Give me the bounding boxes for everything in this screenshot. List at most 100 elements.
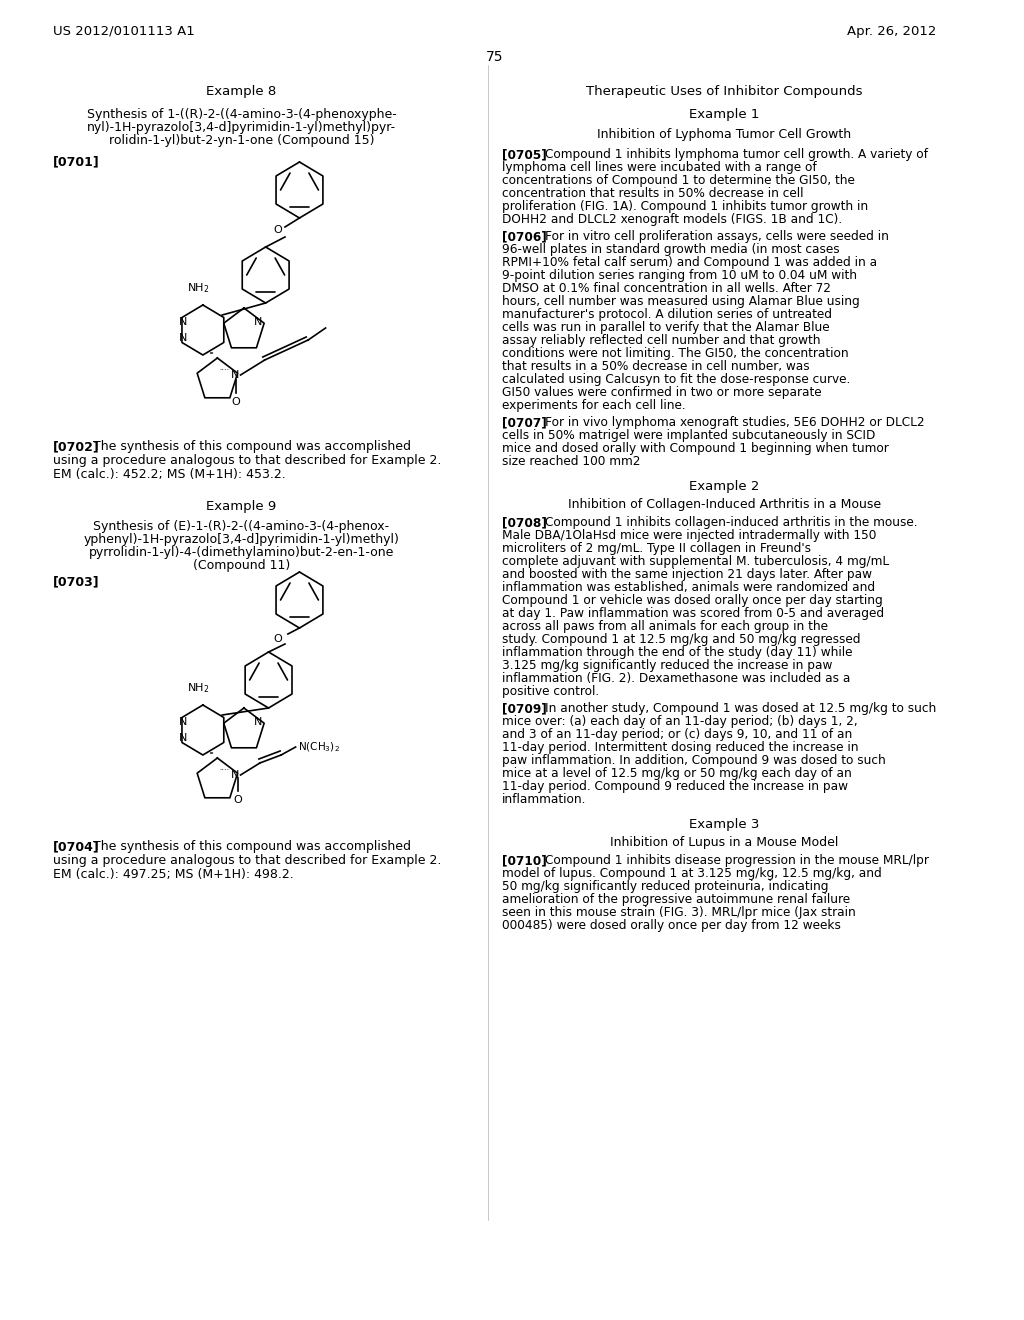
Text: conditions were not limiting. The GI50, the concentration: conditions were not limiting. The GI50, … (503, 347, 849, 360)
Text: Inhibition of Collagen-Induced Arthritis in a Mouse: Inhibition of Collagen-Induced Arthritis… (568, 498, 881, 511)
Text: N(CH$_3$)$_2$: N(CH$_3$)$_2$ (298, 741, 339, 754)
Text: N: N (254, 317, 262, 327)
Text: experiments for each cell line.: experiments for each cell line. (503, 399, 686, 412)
Text: size reached 100 mm2: size reached 100 mm2 (503, 455, 641, 469)
Text: 75: 75 (485, 50, 504, 63)
Text: using a procedure analogous to that described for Example 2.: using a procedure analogous to that desc… (53, 454, 441, 467)
Text: N: N (178, 317, 186, 327)
Text: calculated using Calcusyn to fit the dose-response curve.: calculated using Calcusyn to fit the dos… (503, 374, 851, 385)
Text: cells was run in parallel to verify that the Alamar Blue: cells was run in parallel to verify that… (503, 321, 830, 334)
Text: Compound 1 or vehicle was dosed orally once per day starting: Compound 1 or vehicle was dosed orally o… (503, 594, 883, 607)
Text: paw inflammation. In addition, Compound 9 was dosed to such: paw inflammation. In addition, Compound … (503, 754, 886, 767)
Text: concentration that results in 50% decrease in cell: concentration that results in 50% decrea… (503, 187, 804, 201)
Text: N: N (254, 717, 262, 727)
Text: 50 mg/kg significantly reduced proteinuria, indicating: 50 mg/kg significantly reduced proteinur… (503, 880, 828, 894)
Text: [0706]: [0706] (503, 230, 547, 243)
Text: positive control.: positive control. (503, 685, 599, 698)
Text: ....: .... (219, 363, 229, 372)
Text: and boosted with the same injection 21 days later. After paw: and boosted with the same injection 21 d… (503, 568, 872, 581)
Text: N: N (178, 333, 186, 343)
Text: For in vivo lymphoma xenograft studies, 5E6 DOHH2 or DLCL2: For in vivo lymphoma xenograft studies, … (545, 416, 925, 429)
Text: [0708]: [0708] (503, 516, 547, 529)
Text: For in vitro cell proliferation assays, cells were seeded in: For in vitro cell proliferation assays, … (545, 230, 889, 243)
Text: inflammation was established, animals were randomized and: inflammation was established, animals we… (503, 581, 876, 594)
Text: manufacturer's protocol. A dilution series of untreated: manufacturer's protocol. A dilution seri… (503, 308, 833, 321)
Text: assay reliably reflected cell number and that growth: assay reliably reflected cell number and… (503, 334, 821, 347)
Text: hours, cell number was measured using Alamar Blue using: hours, cell number was measured using Al… (503, 294, 860, 308)
Text: 96-well plates in standard growth media (in most cases: 96-well plates in standard growth media … (503, 243, 840, 256)
Text: Inhibition of Lyphoma Tumor Cell Growth: Inhibition of Lyphoma Tumor Cell Growth (597, 128, 852, 141)
Text: Compound 1 inhibits lymphoma tumor cell growth. A variety of: Compound 1 inhibits lymphoma tumor cell … (545, 148, 928, 161)
Text: inflammation through the end of the study (day 11) while: inflammation through the end of the stud… (503, 645, 853, 659)
Text: Example 8: Example 8 (207, 84, 276, 98)
Text: lymphoma cell lines were incubated with a range of: lymphoma cell lines were incubated with … (503, 161, 817, 174)
Text: [0701]: [0701] (53, 154, 100, 168)
Text: N: N (178, 733, 186, 743)
Text: Example 2: Example 2 (689, 480, 760, 492)
Text: The synthesis of this compound was accomplished: The synthesis of this compound was accom… (53, 440, 411, 453)
Text: Example 3: Example 3 (689, 818, 760, 832)
Text: In another study, Compound 1 was dosed at 12.5 mg/kg to such: In another study, Compound 1 was dosed a… (545, 702, 936, 715)
Text: 3.125 mg/kg significantly reduced the increase in paw: 3.125 mg/kg significantly reduced the in… (503, 659, 833, 672)
Text: [0705]: [0705] (503, 148, 547, 161)
Text: O: O (272, 634, 282, 644)
Text: using a procedure analogous to that described for Example 2.: using a procedure analogous to that desc… (53, 854, 441, 867)
Text: Male DBA/1OlaHsd mice were injected intradermally with 150: Male DBA/1OlaHsd mice were injected intr… (503, 529, 877, 543)
Text: seen in this mouse strain (FIG. 3). MRL/lpr mice (Jax strain: seen in this mouse strain (FIG. 3). MRL/… (503, 906, 856, 919)
Text: RPMI+10% fetal calf serum) and Compound 1 was added in a: RPMI+10% fetal calf serum) and Compound … (503, 256, 878, 269)
Text: pyrrolidin-1-yl)-4-(dimethylamino)but-2-en-1-one: pyrrolidin-1-yl)-4-(dimethylamino)but-2-… (89, 546, 394, 558)
Text: inflammation.: inflammation. (503, 793, 587, 807)
Text: cells in 50% matrigel were implanted subcutaneously in SCID: cells in 50% matrigel were implanted sub… (503, 429, 876, 442)
Text: Apr. 26, 2012: Apr. 26, 2012 (847, 25, 936, 38)
Text: 000485) were dosed orally once per day from 12 weeks: 000485) were dosed orally once per day f… (503, 919, 842, 932)
Text: ....: .... (219, 763, 229, 772)
Text: DMSO at 0.1% final concentration in all wells. After 72: DMSO at 0.1% final concentration in all … (503, 282, 831, 294)
Text: O: O (233, 795, 242, 805)
Text: proliferation (FIG. 1A). Compound 1 inhibits tumor growth in: proliferation (FIG. 1A). Compound 1 inhi… (503, 201, 868, 213)
Text: mice at a level of 12.5 mg/kg or 50 mg/kg each day of an: mice at a level of 12.5 mg/kg or 50 mg/k… (503, 767, 852, 780)
Text: Synthesis of 1-((R)-2-((4-amino-3-(4-phenoxyphe-: Synthesis of 1-((R)-2-((4-amino-3-(4-phe… (87, 108, 396, 121)
Text: NH$_2$: NH$_2$ (186, 281, 209, 294)
Text: [0703]: [0703] (53, 576, 99, 587)
Text: Therapeutic Uses of Inhibitor Compounds: Therapeutic Uses of Inhibitor Compounds (587, 84, 863, 98)
Text: complete adjuvant with supplemental M. tuberculosis, 4 mg/mL: complete adjuvant with supplemental M. t… (503, 554, 890, 568)
Text: Example 9: Example 9 (207, 500, 276, 513)
Text: NH$_2$: NH$_2$ (186, 681, 209, 696)
Text: that results in a 50% decrease in cell number, was: that results in a 50% decrease in cell n… (503, 360, 810, 374)
Text: (Compound 11): (Compound 11) (193, 558, 290, 572)
Text: 9-point dilution series ranging from 10 uM to 0.04 uM with: 9-point dilution series ranging from 10 … (503, 269, 857, 282)
Text: inflammation (FIG. 2). Dexamethasone was included as a: inflammation (FIG. 2). Dexamethasone was… (503, 672, 851, 685)
Text: [0710]: [0710] (503, 854, 547, 867)
Text: Compound 1 inhibits disease progression in the mouse MRL/lpr: Compound 1 inhibits disease progression … (545, 854, 929, 867)
Text: concentrations of Compound 1 to determine the GI50, the: concentrations of Compound 1 to determin… (503, 174, 855, 187)
Text: The synthesis of this compound was accomplished: The synthesis of this compound was accom… (53, 840, 411, 853)
Text: N: N (178, 717, 186, 727)
Text: [0704]: [0704] (53, 840, 100, 853)
Text: study. Compound 1 at 12.5 mg/kg and 50 mg/kg regressed: study. Compound 1 at 12.5 mg/kg and 50 m… (503, 634, 861, 645)
Text: Synthesis of (E)-1-(R)-2-((4-amino-3-(4-phenox-: Synthesis of (E)-1-(R)-2-((4-amino-3-(4-… (93, 520, 389, 533)
Text: yphenyl)-1H-pyrazolo[3,4-d]pyrimidin-1-yl)methyl): yphenyl)-1H-pyrazolo[3,4-d]pyrimidin-1-y… (84, 533, 399, 546)
Text: N: N (230, 770, 239, 780)
Text: US 2012/0101113 A1: US 2012/0101113 A1 (53, 25, 195, 38)
Text: N: N (230, 370, 239, 380)
Text: GI50 values were confirmed in two or more separate: GI50 values were confirmed in two or mor… (503, 385, 822, 399)
Text: EM (calc.): 497.25; MS (M+1H): 498.2.: EM (calc.): 497.25; MS (M+1H): 498.2. (53, 869, 294, 880)
Text: amelioration of the progressive autoimmune renal failure: amelioration of the progressive autoimmu… (503, 894, 851, 906)
Text: mice and dosed orally with Compound 1 beginning when tumor: mice and dosed orally with Compound 1 be… (503, 442, 889, 455)
Text: O: O (272, 224, 282, 235)
Text: 11-day period. Compound 9 reduced the increase in paw: 11-day period. Compound 9 reduced the in… (503, 780, 848, 793)
Text: microliters of 2 mg/mL. Type II collagen in Freund's: microliters of 2 mg/mL. Type II collagen… (503, 543, 811, 554)
Text: [0709]: [0709] (503, 702, 547, 715)
Text: O: O (231, 397, 240, 407)
Text: at day 1. Paw inflammation was scored from 0-5 and averaged: at day 1. Paw inflammation was scored fr… (503, 607, 885, 620)
Text: DOHH2 and DLCL2 xenograft models (FIGS. 1B and 1C).: DOHH2 and DLCL2 xenograft models (FIGS. … (503, 213, 843, 226)
Text: nyl)-1H-pyrazolo[3,4-d]pyrimidin-1-yl)methyl)pyr-: nyl)-1H-pyrazolo[3,4-d]pyrimidin-1-yl)me… (87, 121, 396, 135)
Text: EM (calc.): 452.2; MS (M+1H): 453.2.: EM (calc.): 452.2; MS (M+1H): 453.2. (53, 469, 286, 480)
Text: 11-day period. Intermittent dosing reduced the increase in: 11-day period. Intermittent dosing reduc… (503, 741, 859, 754)
Text: model of lupus. Compound 1 at 3.125 mg/kg, 12.5 mg/kg, and: model of lupus. Compound 1 at 3.125 mg/k… (503, 867, 882, 880)
Text: rolidin-1-yl)but-2-yn-1-one (Compound 15): rolidin-1-yl)but-2-yn-1-one (Compound 15… (109, 135, 374, 147)
Text: mice over: (a) each day of an 11-day period; (b) days 1, 2,: mice over: (a) each day of an 11-day per… (503, 715, 858, 729)
Text: [0707]: [0707] (503, 416, 547, 429)
Text: Inhibition of Lupus in a Mouse Model: Inhibition of Lupus in a Mouse Model (610, 836, 839, 849)
Text: across all paws from all animals for each group in the: across all paws from all animals for eac… (503, 620, 828, 634)
